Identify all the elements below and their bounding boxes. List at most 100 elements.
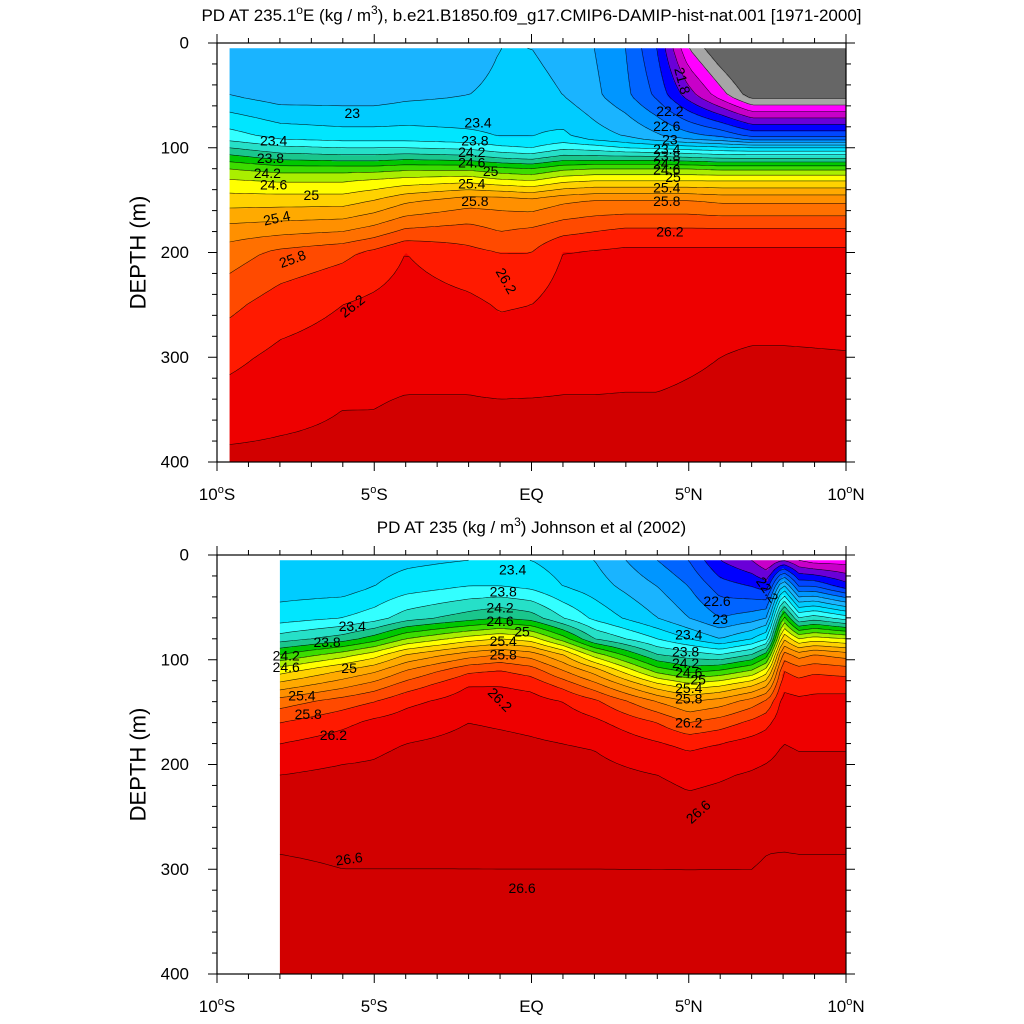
x-tick-label: 10oS: [199, 996, 235, 1016]
contour-label: 23.8: [672, 643, 699, 659]
x-tick-value: 5: [675, 485, 684, 504]
contour-label: 24.2: [458, 144, 485, 160]
hemisphere: N: [852, 485, 864, 504]
contour-label: 24.2: [672, 655, 699, 671]
contour-label: 26.2: [656, 224, 683, 240]
density-field: [229, 48, 846, 463]
degree-sign: o: [684, 996, 690, 1008]
contour-label: 24.6: [675, 664, 702, 680]
contour-23.4: [229, 111, 846, 149]
contour-24.6: [279, 622, 847, 679]
x-tick-value: 10: [199, 485, 218, 504]
contour-label: 24.6: [653, 162, 680, 178]
contour-22: [672, 48, 846, 119]
contour-label: 25.8: [675, 691, 702, 707]
contour-label: 24.2: [653, 155, 680, 171]
contour-label: 23.8: [490, 584, 517, 600]
contour-24.8: [279, 628, 847, 684]
contour-23: [594, 48, 846, 143]
contour-label: 25.8: [295, 706, 322, 722]
contour-label: 24.2: [254, 165, 281, 181]
contour-label: 25.4: [490, 633, 517, 649]
contour-21.8: [680, 48, 846, 112]
panel-bottom-observations: 23.423.824.224.62525.425.826.223.423.824…: [126, 515, 865, 1016]
contour-25.2: [279, 639, 847, 696]
contour-22.8: [657, 559, 847, 617]
contour-25.4: [229, 193, 846, 224]
contour-label: 26.6: [508, 880, 535, 896]
contour-label: 23.8: [257, 150, 284, 166]
contour-23.2: [229, 47, 846, 146]
title-superscript: 3: [514, 515, 521, 529]
contour-22.4: [656, 48, 846, 132]
contour-label: 25.4: [262, 207, 292, 228]
y-axis-label: DEPTH (m): [126, 708, 151, 822]
x-tick-value: EQ: [519, 997, 544, 1016]
contour-22.6: [641, 48, 846, 137]
x-axis: 10oS 5oS EQ 5oN 10oN: [199, 546, 865, 1016]
contour-22.8: [625, 48, 846, 141]
contour-label: 25: [304, 187, 320, 203]
contour-label: 23.8: [313, 634, 340, 650]
contour-22.4: [704, 560, 847, 591]
contour-label: 25: [690, 672, 706, 688]
contour-label: 26.2: [675, 715, 702, 731]
contour-label: 25.8: [461, 193, 488, 209]
contour-25: [229, 180, 846, 195]
contour-24: [229, 147, 846, 160]
contour-26: [229, 227, 846, 319]
contour-22.6: [687, 560, 847, 601]
contour-22: [751, 559, 847, 574]
degree-sign: o: [846, 484, 852, 496]
degree-sign: o: [218, 484, 224, 496]
contour-25.6: [279, 651, 847, 713]
contour-25.8: [229, 213, 846, 274]
x-tick-label: 5oS: [361, 484, 388, 504]
hemisphere: S: [376, 485, 387, 504]
contour-23.2: [593, 559, 847, 639]
contour-26: [279, 670, 847, 735]
contour-23.8: [279, 596, 847, 655]
contour-23: [625, 559, 847, 629]
contour-label: 24.6: [273, 659, 300, 675]
contour-23.4: [279, 559, 847, 645]
y-axis: 0 100 200 300 400: [161, 546, 855, 984]
contour-label: 23.4: [464, 115, 491, 131]
degree-sign: o: [846, 996, 852, 1008]
contour-label: 25.4: [288, 687, 315, 703]
contour-26.6: [279, 851, 846, 871]
y-axis: 0 100 200 300 400: [161, 34, 855, 472]
contour-label: 23: [662, 131, 678, 147]
x-tick-value: 5: [361, 485, 370, 504]
degree-sign: o: [370, 484, 376, 496]
degree-sign: o: [370, 996, 376, 1008]
panel-top-model: 2323.423.824.224.62525.425.826.223.423.8…: [126, 3, 865, 504]
contour-21.6: [689, 48, 846, 106]
contour-22.2: [720, 559, 847, 583]
hemisphere: S: [224, 997, 235, 1016]
x-tick-value: 10: [827, 485, 846, 504]
contour-26.2: [279, 686, 846, 752]
x-tick-label: 10oN: [827, 484, 864, 504]
y-tick-label: 400: [161, 965, 189, 984]
contour-24.4: [229, 161, 846, 169]
contour-label: 23: [712, 611, 728, 627]
x-tick-label: 5oS: [361, 996, 388, 1016]
degree-sign: o: [684, 484, 690, 496]
contour-25.8: [279, 660, 847, 723]
contour-25.6: [229, 200, 846, 243]
title-text: PD AT 235.1: [201, 6, 296, 25]
title-text: ) Johnson et al (2002): [521, 518, 686, 537]
y-tick-label: 400: [161, 453, 189, 472]
y-tick-label: 300: [161, 860, 189, 879]
contour-label: 24.6: [260, 176, 287, 192]
contour-label: 25.4: [675, 680, 702, 696]
y-tick-label: 0: [180, 34, 189, 53]
x-tick-label: 10oN: [827, 996, 864, 1016]
title-superscript: 3: [371, 3, 378, 17]
contour-23.6: [229, 128, 846, 152]
contour-25.2: [229, 186, 846, 209]
x-tick-value: 10: [827, 997, 846, 1016]
x-tick-label: 5oN: [675, 484, 703, 504]
